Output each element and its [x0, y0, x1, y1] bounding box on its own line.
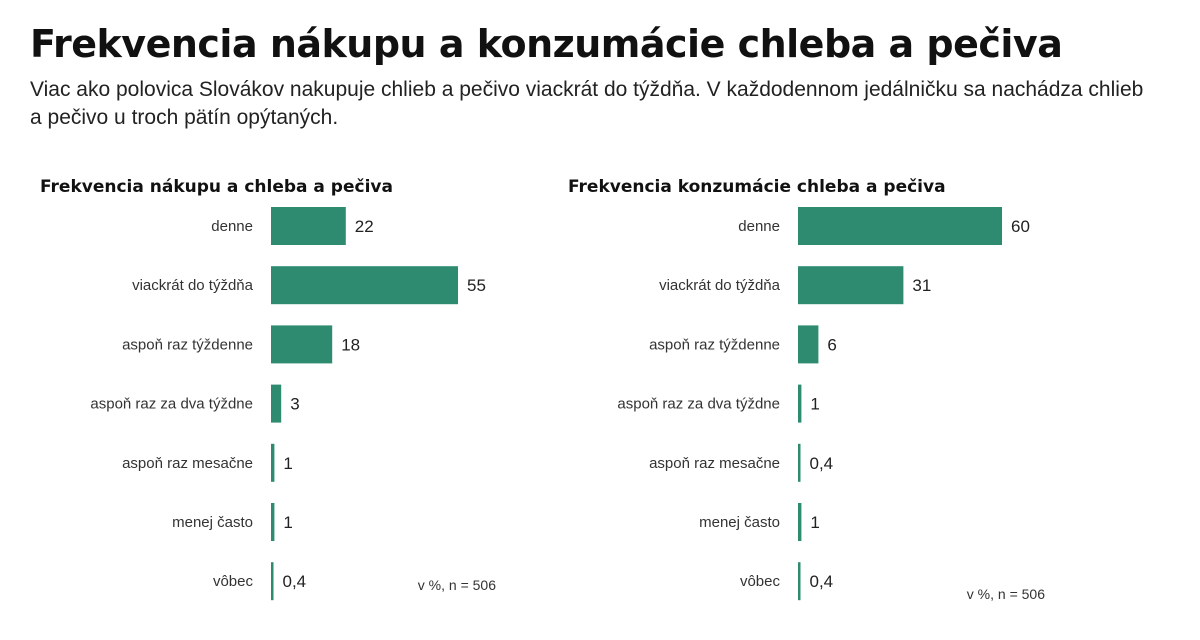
- category-label: vôbec: [213, 573, 254, 590]
- value-label: 6: [827, 335, 836, 354]
- value-label: 3: [290, 395, 299, 414]
- category-label: denne: [738, 218, 780, 235]
- category-label: viackrát do týždňa: [659, 277, 781, 294]
- value-label: 31: [912, 276, 931, 295]
- chart-note: v %, n = 506: [418, 577, 496, 593]
- category-label: menej často: [172, 514, 253, 531]
- value-label: 1: [810, 395, 819, 414]
- category-label: aspoň raz za dva týždne: [90, 396, 253, 413]
- bar: [271, 562, 274, 601]
- bar: [271, 503, 275, 541]
- value-label: 55: [467, 276, 486, 295]
- category-label: aspoň raz mesačne: [122, 455, 253, 472]
- chart-title: Frekvencia nákupu a chleba a pečiva: [40, 177, 393, 197]
- value-label: 0,4: [810, 572, 834, 591]
- category-label: denne: [211, 218, 253, 235]
- page-subtitle: Viac ako polovica Slovákov nakupuje chli…: [30, 78, 1144, 129]
- bar: [798, 384, 802, 423]
- value-label: 60: [1011, 217, 1030, 236]
- bar: [271, 207, 346, 245]
- chart-title: Frekvencia konzumácie chleba a pečiva: [568, 177, 946, 197]
- bar: [798, 325, 819, 364]
- value-label: 1: [283, 513, 292, 532]
- bar: [798, 443, 801, 482]
- chart-consumption-frequency: Frekvencia konzumácie chleba a pečiva den…: [568, 177, 1045, 602]
- chart-note: v %, n = 506: [967, 586, 1045, 602]
- value-label: 1: [810, 513, 819, 532]
- category-label: aspoň raz mesačne: [649, 455, 780, 472]
- page-title: Frekvencia nákupu a konzumácie chleba a …: [30, 22, 1063, 66]
- value-label: 0,4: [283, 572, 307, 591]
- category-label: menej často: [699, 514, 780, 531]
- value-label: 0,4: [810, 454, 834, 473]
- bar: [271, 266, 458, 305]
- bar: [271, 325, 333, 364]
- category-label: aspoň raz týždenne: [649, 336, 780, 353]
- bar: [798, 207, 1002, 245]
- bar: [271, 443, 275, 482]
- bar: [798, 503, 802, 541]
- value-label: 18: [341, 335, 360, 354]
- category-label: viackrát do týždňa: [132, 277, 254, 294]
- category-label: aspoň raz týždenne: [122, 336, 253, 353]
- bar: [271, 384, 282, 423]
- value-label: 22: [355, 217, 374, 236]
- bar: [798, 562, 801, 601]
- category-label: aspoň raz za dva týždne: [617, 396, 780, 413]
- bar: [798, 266, 904, 305]
- chart-purchase-frequency: Frekvencia nákupu a chleba a pečiva denne…: [40, 177, 496, 601]
- value-label: 1: [283, 454, 292, 473]
- category-label: vôbec: [740, 573, 781, 590]
